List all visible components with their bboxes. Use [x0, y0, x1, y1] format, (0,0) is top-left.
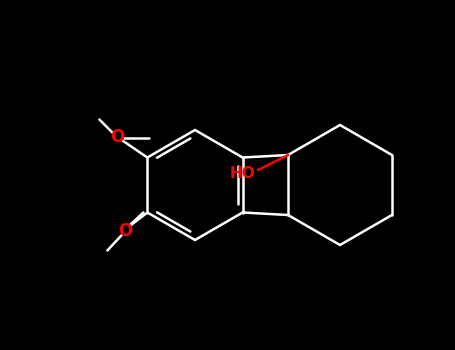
Text: O: O [110, 128, 125, 147]
Text: HO: HO [229, 167, 255, 182]
Text: O: O [118, 222, 132, 239]
